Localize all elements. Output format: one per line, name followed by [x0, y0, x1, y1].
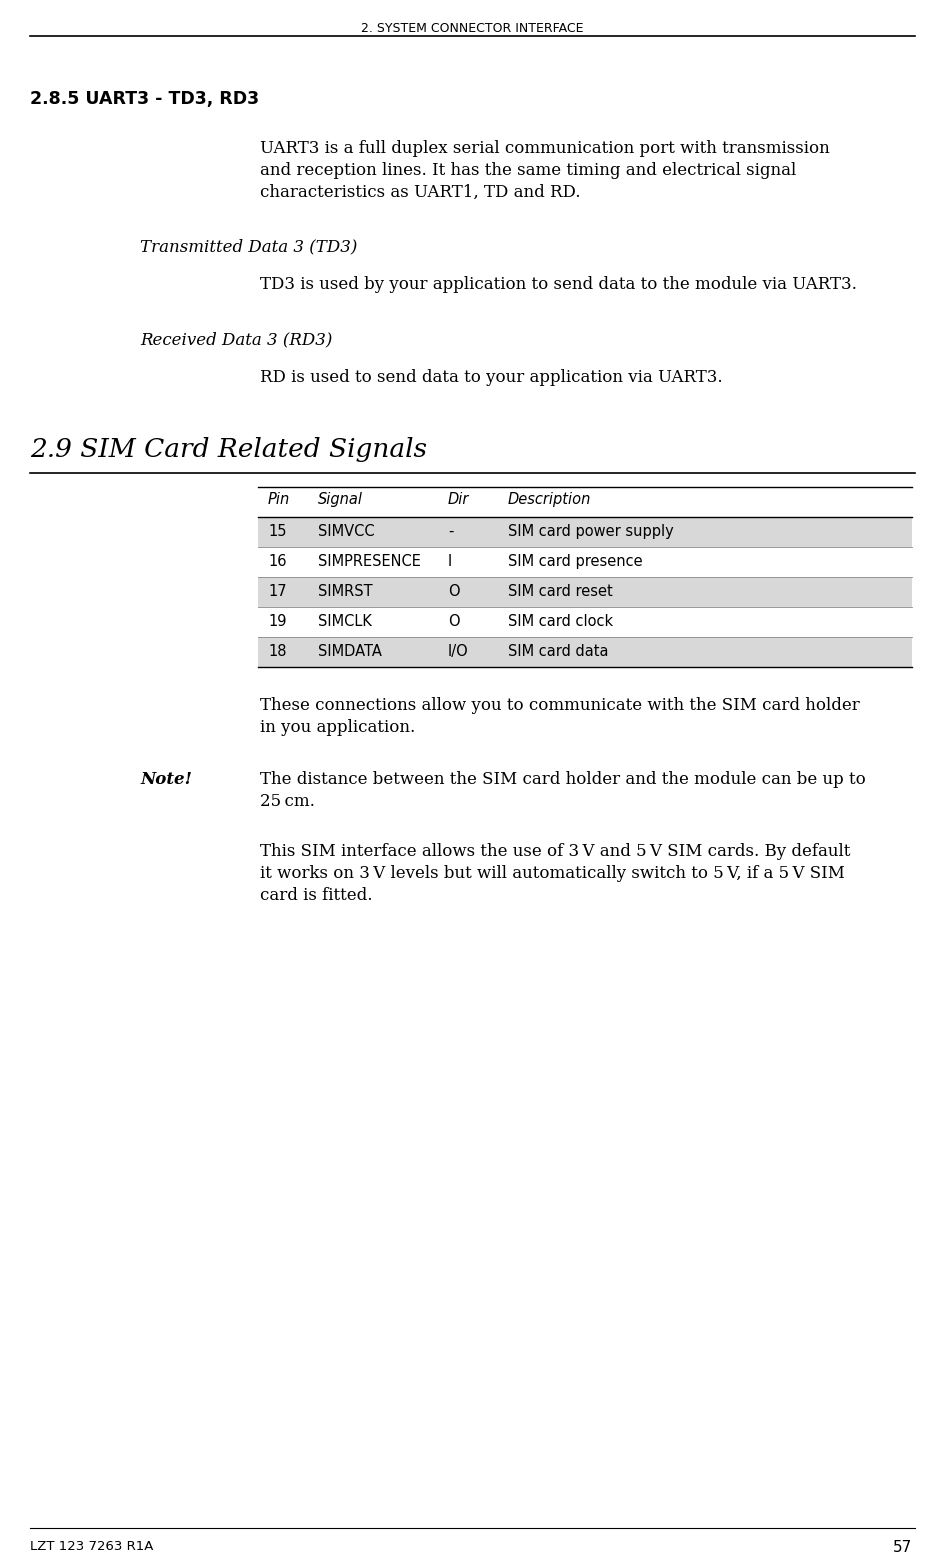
- Text: TD3 is used by your application to send data to the module via UART3.: TD3 is used by your application to send …: [260, 276, 856, 294]
- Text: card is fitted.: card is fitted.: [260, 887, 372, 904]
- Text: SIMPRESENCE: SIMPRESENCE: [318, 555, 420, 569]
- Text: -: -: [447, 523, 453, 539]
- Text: Note!: Note!: [140, 772, 192, 787]
- Text: 19: 19: [268, 614, 286, 629]
- Text: O: O: [447, 614, 459, 629]
- Bar: [258, 637, 911, 667]
- Text: Signal: Signal: [318, 492, 362, 508]
- Text: 18: 18: [268, 644, 286, 659]
- Text: SIM card presence: SIM card presence: [508, 555, 642, 569]
- Text: 16: 16: [268, 555, 286, 569]
- Text: UART3 is a full duplex serial communication port with transmission: UART3 is a full duplex serial communicat…: [260, 141, 829, 158]
- Text: SIMRST: SIMRST: [318, 584, 372, 598]
- Text: These connections allow you to communicate with the SIM card holder: These connections allow you to communica…: [260, 697, 859, 714]
- Text: O: O: [447, 584, 459, 598]
- Text: Transmitted Data 3 (TD3): Transmitted Data 3 (TD3): [140, 237, 357, 255]
- Text: it works on 3 V levels but will automatically switch to 5 V, if a 5 V SIM: it works on 3 V levels but will automati…: [260, 865, 844, 883]
- Text: The distance between the SIM card holder and the module can be up to: The distance between the SIM card holder…: [260, 772, 865, 787]
- Text: in you application.: in you application.: [260, 719, 414, 736]
- Text: 15: 15: [268, 523, 286, 539]
- Text: SIMVCC: SIMVCC: [318, 523, 374, 539]
- Text: RD is used to send data to your application via UART3.: RD is used to send data to your applicat…: [260, 369, 722, 386]
- Text: SIM card clock: SIM card clock: [508, 614, 613, 629]
- Text: Dir: Dir: [447, 492, 469, 508]
- Text: This SIM interface allows the use of 3 V and 5 V SIM cards. By default: This SIM interface allows the use of 3 V…: [260, 843, 850, 861]
- Bar: [258, 576, 911, 608]
- Text: SIM card reset: SIM card reset: [508, 584, 612, 598]
- Bar: [258, 517, 911, 547]
- Text: Description: Description: [508, 492, 591, 508]
- Text: I/O: I/O: [447, 644, 468, 659]
- Text: SIM card power supply: SIM card power supply: [508, 523, 673, 539]
- Text: Pin: Pin: [268, 492, 290, 508]
- Text: and reception lines. It has the same timing and electrical signal: and reception lines. It has the same tim…: [260, 162, 796, 180]
- Text: 2.8.5 UART3 - TD3, RD3: 2.8.5 UART3 - TD3, RD3: [30, 91, 259, 108]
- Text: I: I: [447, 555, 452, 569]
- Text: SIMDATA: SIMDATA: [318, 644, 381, 659]
- Text: characteristics as UART1, TD and RD.: characteristics as UART1, TD and RD.: [260, 184, 580, 201]
- Text: LZT 123 7263 R1A: LZT 123 7263 R1A: [30, 1540, 153, 1553]
- Text: 57: 57: [892, 1540, 911, 1556]
- Text: 2.9 SIM Card Related Signals: 2.9 SIM Card Related Signals: [30, 437, 427, 462]
- Text: SIMCLK: SIMCLK: [318, 614, 372, 629]
- Text: SIM card data: SIM card data: [508, 644, 608, 659]
- Text: Received Data 3 (RD3): Received Data 3 (RD3): [140, 331, 332, 348]
- Text: 2. SYSTEM CONNECTOR INTERFACE: 2. SYSTEM CONNECTOR INTERFACE: [361, 22, 582, 34]
- Text: 17: 17: [268, 584, 286, 598]
- Text: 25 cm.: 25 cm.: [260, 793, 314, 811]
